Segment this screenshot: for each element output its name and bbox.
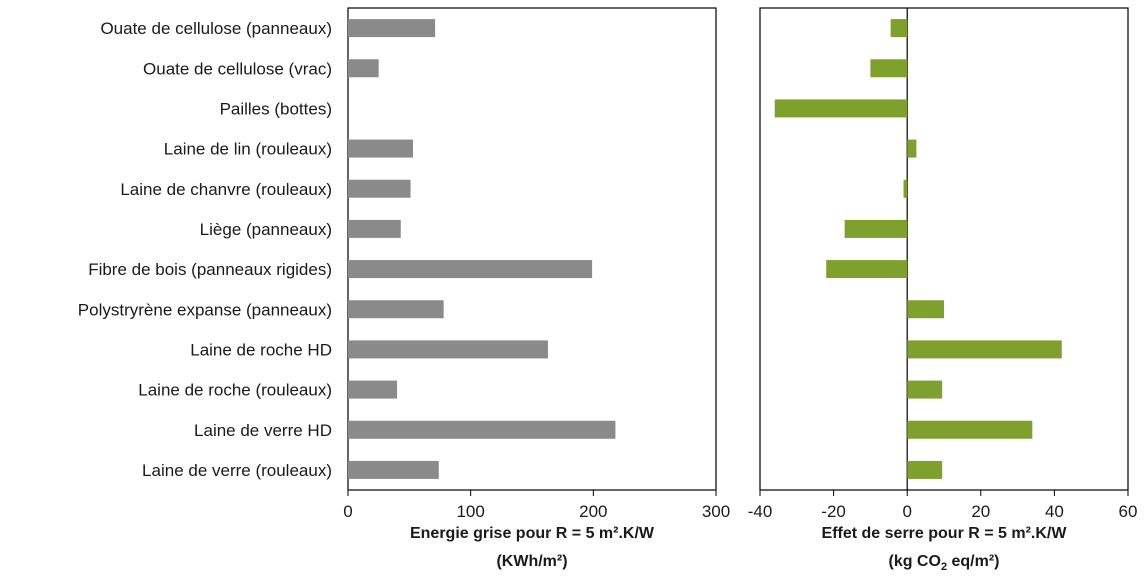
- bar: [907, 340, 1062, 359]
- x-tick-label: 20: [971, 502, 990, 521]
- bar: [348, 340, 548, 359]
- bar: [907, 420, 1033, 439]
- category-label: Laine de roche HD: [190, 340, 332, 359]
- bar: [826, 260, 908, 279]
- bar: [903, 179, 908, 198]
- bar: [774, 99, 908, 118]
- x-tick-label: 300: [702, 502, 730, 521]
- category-label: Ouate de cellulose (panneaux): [100, 19, 332, 38]
- category-label: Laine de verre (rouleaux): [142, 461, 332, 480]
- left-x-axis-title-line1: Energie grise pour R = 5 m².K/W: [410, 525, 655, 542]
- bar: [844, 219, 908, 238]
- right-x-ticks: -40 -20 0 20 40 60: [748, 490, 1138, 521]
- bar: [348, 19, 436, 38]
- x-tick-label: 40: [1045, 502, 1064, 521]
- right-x-axis-title-line1: Effet de serre pour R = 5 m².K/W: [822, 525, 1068, 542]
- left-bars: [348, 19, 616, 479]
- category-label: Laine de chanvre (rouleaux): [120, 180, 332, 199]
- x-tick-label: -40: [748, 502, 773, 521]
- x-tick-label: 0: [902, 502, 911, 521]
- right-x-axis-title-line2-sub: 2: [941, 561, 947, 573]
- right-bars: [774, 19, 1062, 479]
- category-label: Pailles (bottes): [220, 99, 332, 118]
- bar: [348, 420, 616, 439]
- category-label: Laine de roche (rouleaux): [138, 381, 332, 400]
- bar: [348, 380, 398, 399]
- bar: [348, 139, 414, 158]
- right-x-axis-title-line2: (kg CO2 eq/m²): [888, 553, 999, 573]
- x-tick-label: 100: [456, 502, 484, 521]
- right-x-axis-title-line2-suffix: eq/m²): [947, 553, 999, 570]
- bar: [348, 460, 439, 479]
- category-label: Fibre de bois (panneaux rigides): [88, 260, 332, 279]
- energie-grise-chart: Ouate de cellulose (panneaux) Ouate de ce…: [78, 7, 730, 570]
- x-tick-label: 0: [343, 502, 352, 521]
- x-tick-label: -20: [821, 502, 846, 521]
- right-plot-frame: [759, 7, 1129, 491]
- bar: [907, 139, 917, 158]
- bar: [348, 300, 444, 319]
- bar: [907, 380, 943, 399]
- left-x-axis-title-line2: (KWh/m²): [496, 553, 567, 570]
- category-label: Laine de verre HD: [194, 421, 332, 440]
- bar: [870, 59, 908, 78]
- bar: [348, 219, 401, 238]
- bar: [890, 19, 908, 38]
- bar: [907, 300, 944, 319]
- left-plot-frame: [347, 7, 717, 491]
- category-label: Ouate de cellulose (vrac): [143, 59, 332, 78]
- left-x-ticks: 0 100 200 300: [343, 490, 730, 521]
- x-tick-label: 60: [1119, 502, 1138, 521]
- effet-de-serre-chart: -40 -20 0 20 40 60 Effet de serre pour R = 5 …: [748, 7, 1138, 573]
- bar: [348, 179, 411, 198]
- bar: [348, 59, 379, 78]
- category-label: Polystryrène expanse (panneaux): [78, 300, 332, 319]
- category-label: Liège (panneaux): [200, 220, 332, 239]
- bar: [348, 260, 593, 279]
- right-x-axis-title-line2-prefix: (kg CO: [888, 553, 940, 570]
- x-tick-label: 200: [579, 502, 607, 521]
- category-label: Laine de lin (rouleaux): [164, 140, 332, 159]
- bar: [907, 460, 943, 479]
- category-labels: Ouate de cellulose (panneaux) Ouate de ce…: [78, 19, 332, 480]
